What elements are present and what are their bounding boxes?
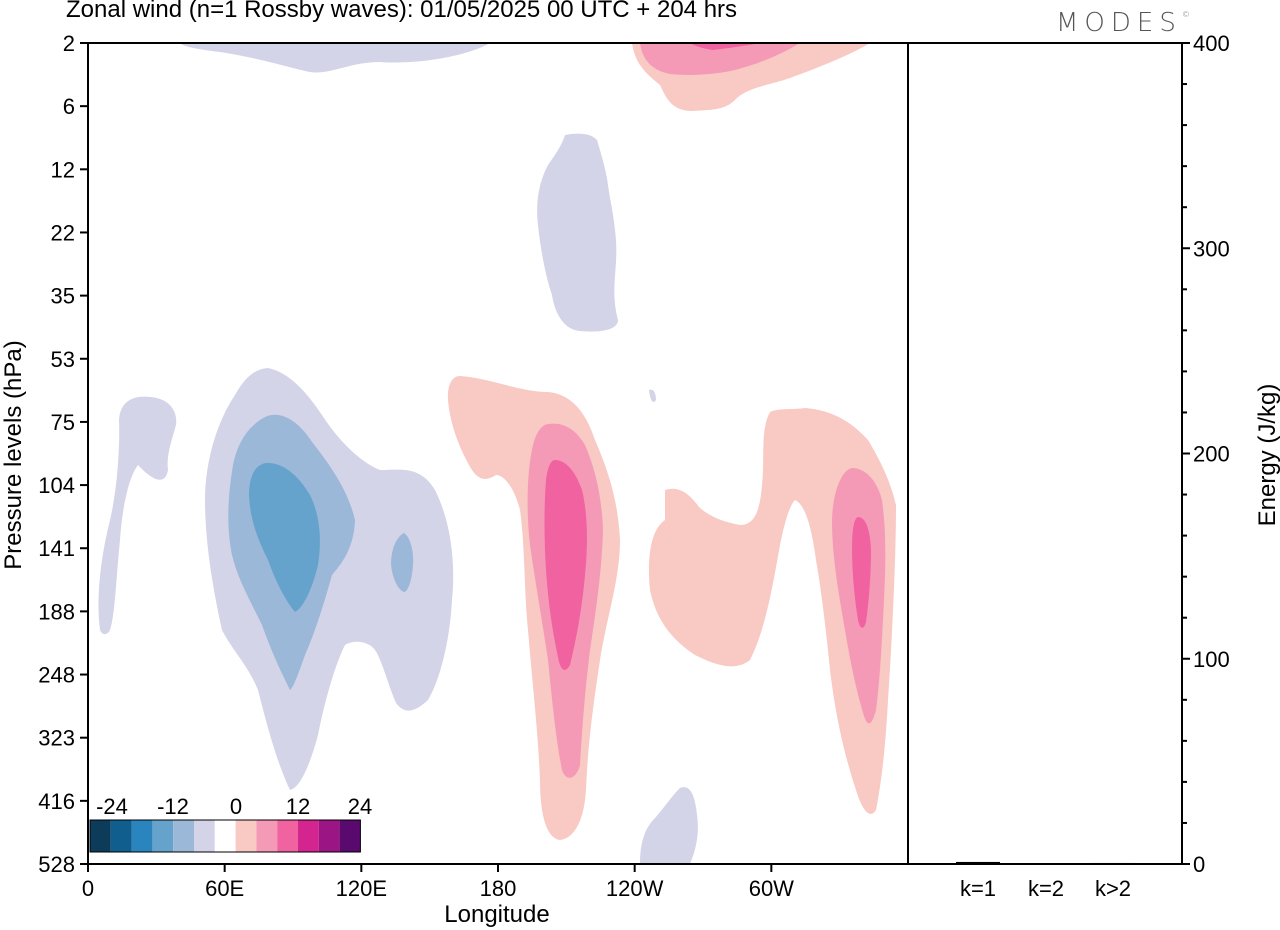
y-tick-label: 12 xyxy=(51,157,75,182)
contour-positive-3 xyxy=(852,517,871,628)
x-tick-label: 60W xyxy=(749,876,794,901)
energy-tick-label: 300 xyxy=(1193,236,1230,261)
brand-text: MODES xyxy=(1056,8,1182,38)
modes-logo: MODES© xyxy=(1056,8,1190,38)
energy-axis-label: Energy (J/kg) xyxy=(1254,384,1280,527)
y-tick-label: 6 xyxy=(63,94,75,119)
energy-category-label: k=2 xyxy=(1028,876,1064,901)
energy-tick-label: 400 xyxy=(1193,31,1230,56)
colorbar: -24 -12 0 12 24 xyxy=(89,794,372,853)
contour-negative-1 xyxy=(98,396,177,635)
y-tick-label: 188 xyxy=(38,599,75,624)
energy-tick-label: 100 xyxy=(1193,647,1230,672)
contour-negative-1 xyxy=(640,787,698,864)
energy-tick-label: 200 xyxy=(1193,442,1230,467)
y-tick-label: 416 xyxy=(38,789,75,814)
contour-negative-1 xyxy=(649,389,656,402)
y-tick-label: 323 xyxy=(38,726,75,751)
contour-positive-3 xyxy=(690,43,760,50)
y-tick-label: 248 xyxy=(38,663,75,688)
x-tick-label: 180 xyxy=(480,876,517,901)
colorbar-swatch xyxy=(131,820,153,852)
x-tick-label: 0 xyxy=(82,876,94,901)
y-axis-label: Pressure levels (hPa) xyxy=(0,340,27,569)
x-axis: 0 60E 120E 180 120W 60W xyxy=(82,864,794,901)
colorbar-label: 12 xyxy=(286,794,310,819)
y-tick-label: 104 xyxy=(38,473,75,498)
colorbar-frame xyxy=(89,819,361,853)
contour-negative-1 xyxy=(180,43,490,73)
colorbar-swatch xyxy=(235,820,257,852)
x-tick-label: 120E xyxy=(336,876,387,901)
colorbar-swatch xyxy=(110,820,132,852)
energy-bars: k=1 k=2 k>2 xyxy=(956,861,1135,901)
x-tick-label: 60E xyxy=(205,876,244,901)
y-tick-label: 528 xyxy=(38,852,75,877)
colorbar-swatch xyxy=(298,820,319,852)
colorbar-swatch xyxy=(173,820,194,852)
y-tick-label: 22 xyxy=(51,220,75,245)
contour-negative-1 xyxy=(537,133,618,332)
y-tick-label: 141 xyxy=(38,536,75,561)
x-axis-label: Longitude xyxy=(444,901,549,928)
colorbar-swatch xyxy=(318,820,340,852)
colorbar-label: -24 xyxy=(96,794,128,819)
colorbar-swatch xyxy=(152,820,174,852)
energy-category-label: k=1 xyxy=(960,876,996,901)
y-tick-label: 35 xyxy=(51,284,75,309)
energy-tick-label: 0 xyxy=(1193,852,1205,877)
chart-title: Zonal wind (n=1 Rossby waves): 01/05/202… xyxy=(66,0,738,23)
energy-axis: 0 100 200 300 400 xyxy=(1182,31,1230,877)
contour-positive-3 xyxy=(544,460,587,670)
colorbar-swatch xyxy=(90,820,111,852)
colorbar-swatch xyxy=(194,820,215,852)
y-tick-label: 2 xyxy=(63,31,75,56)
contour-field xyxy=(98,43,896,864)
colorbar-label: 24 xyxy=(348,794,372,819)
colorbar-swatch xyxy=(256,820,278,852)
contour-negative-3 xyxy=(249,463,320,612)
colorbar-swatch xyxy=(214,820,236,852)
y-axis: 2 6 12 22 35 53 75 104 141 188 248 323 416 528 xyxy=(38,31,88,877)
contour-positive-2 xyxy=(640,43,800,75)
energy-bar xyxy=(1091,862,1135,864)
colorbar-swatch xyxy=(277,820,298,852)
colorbar-label: 0 xyxy=(230,794,242,819)
y-tick-label: 53 xyxy=(51,347,75,372)
colorbar-swatch xyxy=(339,820,361,852)
colorbar-label: -12 xyxy=(157,794,189,819)
x-tick-label: 120W xyxy=(606,876,664,901)
y-tick-label: 75 xyxy=(51,410,75,435)
energy-bar xyxy=(956,861,1000,864)
energy-category-label: k>2 xyxy=(1095,876,1131,901)
contour-negative-2 xyxy=(391,533,414,592)
